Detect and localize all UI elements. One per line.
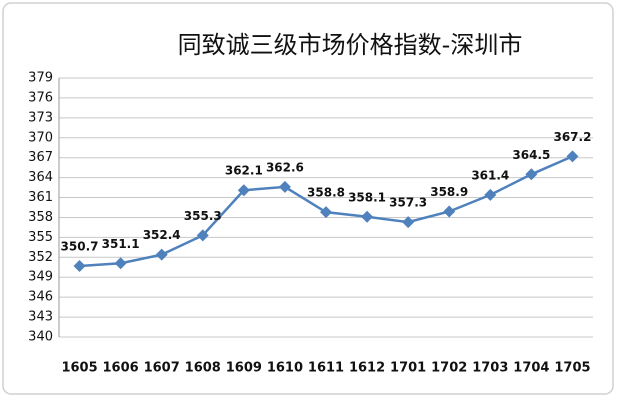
data-point — [320, 206, 332, 219]
data-point — [237, 184, 250, 197]
data-point — [361, 210, 374, 223]
data-point — [566, 150, 579, 163]
data-point — [114, 257, 127, 270]
data-label: 358.1 — [348, 190, 386, 204]
y-tick-label: 358 — [28, 210, 53, 225]
y-tick-label: 352 — [28, 250, 53, 265]
y-tick-label: 364 — [28, 170, 53, 185]
data-label: 351.1 — [102, 237, 140, 251]
data-label: 358.9 — [430, 185, 468, 199]
data-label: 361.4 — [471, 168, 509, 182]
y-tick-label: 379 — [28, 71, 53, 86]
x-tick-label: 1605 — [61, 361, 97, 376]
x-tick-label: 1702 — [431, 361, 467, 376]
data-label: 350.7 — [61, 239, 99, 253]
data-point — [155, 248, 168, 261]
data-point — [402, 216, 415, 229]
data-label: 364.5 — [512, 148, 550, 162]
data-label: 367.2 — [553, 130, 591, 144]
x-tick-label: 1705 — [554, 361, 590, 376]
chart-title: 同致诚三级市场价格指数-深圳市 — [178, 31, 523, 59]
data-label: 362.6 — [266, 160, 304, 174]
data-point — [443, 205, 456, 218]
y-tick-label: 340 — [28, 330, 53, 345]
data-label: 358.8 — [307, 186, 345, 200]
x-tick-label: 1703 — [472, 361, 508, 376]
data-point — [73, 259, 86, 272]
y-tick-label: 355 — [28, 230, 53, 245]
data-label: 357.3 — [389, 196, 427, 210]
x-tick-label: 1612 — [349, 361, 385, 376]
y-tick-label: 361 — [28, 190, 53, 205]
y-tick-label: 367 — [28, 150, 53, 165]
chart-frame — [2, 2, 614, 395]
y-tick-label: 376 — [28, 90, 53, 105]
x-tick-label: 1701 — [390, 361, 426, 376]
data-label: 355.3 — [184, 209, 222, 223]
x-tick-label: 1704 — [513, 361, 549, 376]
data-point — [196, 229, 209, 242]
y-tick-label: 343 — [28, 310, 53, 325]
x-tick-label: 1610 — [267, 361, 303, 376]
y-tick-label: 349 — [28, 270, 53, 285]
y-tick-label: 370 — [28, 130, 53, 145]
x-tick-label: 1609 — [226, 361, 262, 376]
x-tick-label: 1611 — [308, 361, 344, 376]
y-tick-label: 373 — [28, 110, 53, 125]
data-point — [525, 168, 538, 181]
x-tick-label: 1607 — [144, 361, 180, 376]
x-tick-label: 1606 — [103, 361, 139, 376]
data-point — [278, 180, 291, 193]
data-label: 352.4 — [143, 228, 181, 242]
data-label: 362.1 — [225, 164, 263, 178]
y-tick-label: 346 — [28, 290, 53, 305]
x-tick-label: 1608 — [185, 361, 221, 376]
data-point — [484, 188, 497, 201]
